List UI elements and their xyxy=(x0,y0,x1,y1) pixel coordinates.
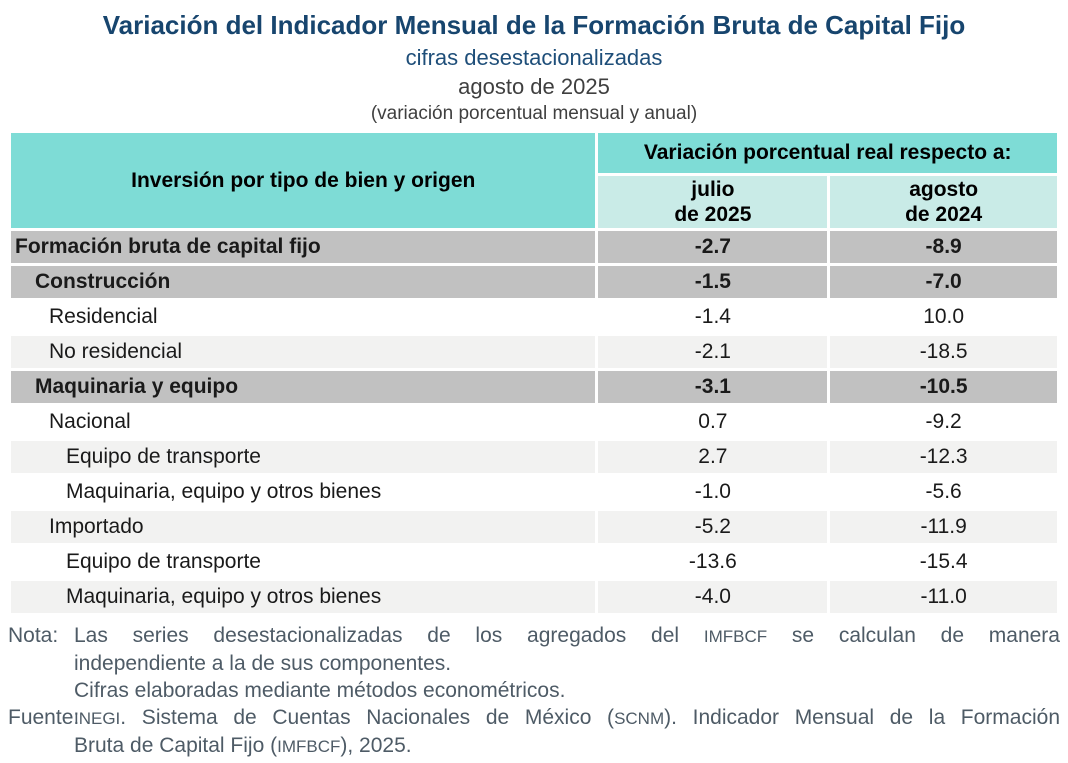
period-line: agosto xyxy=(909,178,979,201)
note-text: Las series desestacionalizadas de los ag… xyxy=(74,622,1060,704)
value-vs-previous-month: -1.5 xyxy=(598,266,828,298)
value-vs-previous-month: -1.4 xyxy=(598,301,828,333)
table-row: Equipo de transporte -13.6 -15.4 xyxy=(11,546,1057,578)
row-label: Importado xyxy=(11,511,596,543)
page-title: Variación del Indicador Mensual de la Fo… xyxy=(102,10,966,40)
table-row: Equipo de transporte 2.7 -12.3 xyxy=(11,441,1057,473)
row-label: Maquinaria y equipo xyxy=(11,371,596,403)
period-line: de 2024 xyxy=(905,203,983,226)
value-vs-previous-year: -15.4 xyxy=(830,546,1057,578)
value-vs-previous-year: -9.2 xyxy=(830,406,1057,438)
value-vs-previous-month: -2.7 xyxy=(598,231,828,263)
value-vs-previous-year: 10.0 xyxy=(830,301,1057,333)
row-label: No residencial xyxy=(11,336,596,368)
value-vs-previous-month: 0.7 xyxy=(598,406,828,438)
period-line: julio xyxy=(691,178,735,201)
table-row: Nacional 0.7 -9.2 xyxy=(11,406,1057,438)
value-vs-previous-month: -1.0 xyxy=(598,476,828,508)
value-vs-previous-year: -10.5 xyxy=(830,371,1057,403)
value-vs-previous-month: -2.1 xyxy=(598,336,828,368)
value-vs-previous-month: -4.0 xyxy=(598,581,828,613)
source-text: INEGI. Sistema de Cuentas Nacionales de … xyxy=(74,704,1060,760)
subtitle-reference-month: agosto de 2025 xyxy=(458,74,610,99)
footnotes: Nota: Las series desestacionalizadas de … xyxy=(8,622,1060,760)
table-body: Formación bruta de capital fijo -2.7 -8.9 C… xyxy=(11,231,1057,613)
table-row: Importado -5.2 -11.9 xyxy=(11,511,1057,543)
source-block: Fuente: INEGI. Sistema de Cuentas Nacion… xyxy=(8,704,1060,760)
stub-header: Inversión por tipo de bien y origen xyxy=(11,133,596,228)
value-vs-previous-year: -12.3 xyxy=(830,441,1057,473)
table-row: Formación bruta de capital fijo -2.7 -8.9 xyxy=(11,231,1057,263)
note-label: Nota: xyxy=(8,624,59,647)
source-line: Bruta de Capital Fijo (IMFBCF), 2025. xyxy=(74,734,412,757)
group-header: Variación porcentual real respecto a: xyxy=(598,133,1057,173)
table-row: Maquinaria y equipo -3.1 -10.5 xyxy=(11,371,1057,403)
row-label: Equipo de transporte xyxy=(11,441,596,473)
subtitle-seasonally-adjusted: cifras desestacionalizadas xyxy=(405,45,663,70)
value-vs-previous-year: -11.0 xyxy=(830,581,1057,613)
row-label: Equipo de transporte xyxy=(11,546,596,578)
value-vs-previous-month: -3.1 xyxy=(598,371,828,403)
value-vs-previous-year: -8.9 xyxy=(830,231,1057,263)
source-label: Fuente: xyxy=(8,706,80,729)
source-line: INEGI. Sistema de Cuentas Nacionales de … xyxy=(74,706,1060,729)
subtitle-variation-type: (variación porcentual mensual y anual) xyxy=(370,103,698,124)
table-row: Maquinaria, equipo y otros bienes -1.0 -5.… xyxy=(11,476,1057,508)
table-row: Construcción -1.5 -7.0 xyxy=(11,266,1057,298)
period-line: de 2025 xyxy=(674,203,752,226)
value-vs-previous-year: -18.5 xyxy=(830,336,1057,368)
value-vs-previous-month: -13.6 xyxy=(598,546,828,578)
note-line: independiente a la de sus componentes. xyxy=(74,652,452,675)
row-label: Construcción xyxy=(11,266,596,298)
column-header-previous-year: agosto de 2024 xyxy=(830,176,1057,228)
table-row: Residencial -1.4 10.0 xyxy=(11,301,1057,333)
value-vs-previous-year: -11.9 xyxy=(830,511,1057,543)
row-label: Nacional xyxy=(11,406,596,438)
table-header: Inversión por tipo de bien y origen Vari… xyxy=(11,133,1057,228)
table-row: Maquinaria, equipo y otros bienes -4.0 -11… xyxy=(11,581,1057,613)
value-vs-previous-year: -7.0 xyxy=(830,266,1057,298)
row-label: Formación bruta de capital fijo xyxy=(11,231,596,263)
row-label: Residencial xyxy=(11,301,596,333)
note-line: Las series desestacionalizadas de los ag… xyxy=(74,624,1060,647)
value-vs-previous-month: -5.2 xyxy=(598,511,828,543)
row-label: Maquinaria, equipo y otros bienes xyxy=(11,476,596,508)
value-vs-previous-month: 2.7 xyxy=(598,441,828,473)
note-line: Cifras elaboradas mediante métodos econo… xyxy=(74,679,566,702)
note-block: Nota: Las series desestacionalizadas de … xyxy=(8,622,1060,704)
value-vs-previous-year: -5.6 xyxy=(830,476,1057,508)
row-label: Maquinaria, equipo y otros bienes xyxy=(11,581,596,613)
investment-variation-table: Inversión por tipo de bien y origen Vari… xyxy=(8,130,1060,616)
column-header-previous-month: julio de 2025 xyxy=(598,176,828,228)
table-row: No residencial -2.1 -18.5 xyxy=(11,336,1057,368)
